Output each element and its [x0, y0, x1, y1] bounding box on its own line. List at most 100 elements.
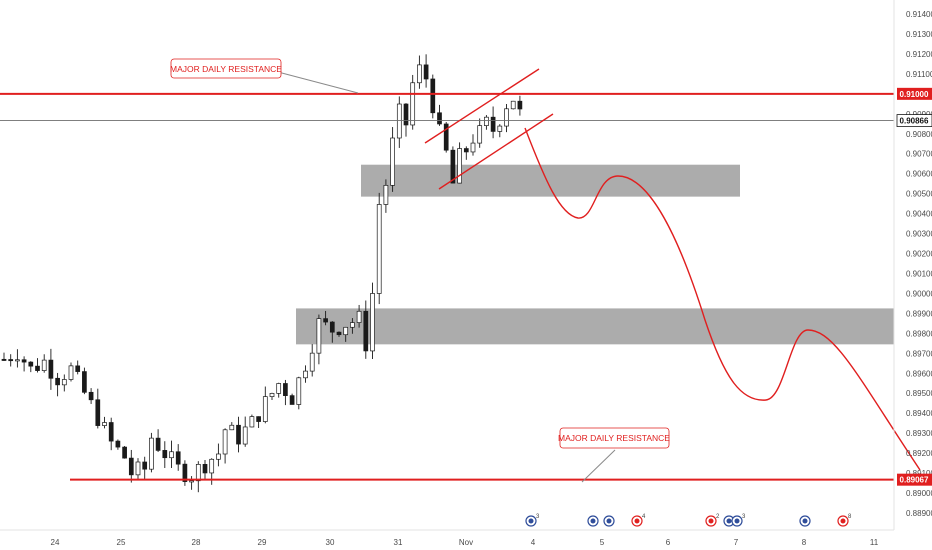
candle-body [437, 112, 442, 125]
candle-body [195, 464, 201, 482]
callout-pointer [277, 71, 359, 94]
candle-body [283, 383, 288, 396]
last-price-tag: 0.90866 [896, 114, 932, 127]
channel-upper-line[interactable] [424, 68, 540, 144]
candle-body [423, 64, 429, 80]
event-flag-icon[interactable]: 4 [631, 514, 646, 527]
candle-body [463, 148, 469, 153]
candle-body [262, 396, 268, 422]
event-flag-icon[interactable]: 3 [525, 514, 540, 527]
time-tick-label: 5 [600, 538, 605, 547]
candle-body [35, 365, 40, 371]
candle-body [68, 365, 74, 380]
candle-body [162, 450, 168, 459]
price-zone[interactable] [361, 164, 740, 197]
candle-body [15, 359, 20, 362]
candle-body [41, 359, 47, 371]
resistance-callout-top[interactable]: MAJOR DAILY RESISTANCE [170, 58, 359, 94]
candle-body [82, 371, 87, 393]
candle-body [88, 391, 94, 401]
time-tick-label: 6 [666, 538, 671, 547]
candle-body [115, 440, 121, 448]
candle-body [363, 310, 369, 352]
rising-channel[interactable] [424, 68, 554, 190]
candle-body [303, 370, 308, 379]
candle-body [323, 318, 328, 323]
candle-body [8, 359, 14, 362]
candle-body [249, 416, 255, 428]
candle-body [450, 149, 456, 184]
candle-body [343, 326, 349, 336]
candle-body [209, 458, 215, 474]
candle-body [383, 184, 389, 205]
economic-events[interactable]: 3 4 2 3 8 [525, 514, 852, 527]
time-tick-label: 24 [51, 538, 60, 547]
supply-demand-zones [296, 164, 894, 345]
event-flag-icon[interactable] [603, 515, 615, 527]
candle-body [122, 446, 127, 459]
candle-body [336, 331, 342, 336]
projection-curve[interactable] [524, 127, 921, 471]
channel-lower-line[interactable] [438, 113, 554, 190]
price-tick-label: 0.91100 [906, 70, 932, 79]
time-tick-label: 8 [802, 538, 807, 547]
candle-body [269, 393, 275, 397]
candle-body [370, 293, 375, 352]
candle-body [222, 429, 228, 455]
candle-body [510, 100, 516, 110]
callout-box [559, 427, 670, 449]
candle-body [236, 424, 241, 445]
price-zone[interactable] [296, 308, 894, 345]
candle-body [169, 451, 174, 459]
candle-body [276, 383, 282, 394]
event-count: 3 [536, 514, 540, 520]
event-flag-icon[interactable]: 3 [731, 514, 746, 527]
candle-body [417, 64, 422, 84]
candle-body [484, 116, 489, 126]
time-axis[interactable]: 24 25 28 29 30 31 Nov 4 5 6 7 8 11 [51, 538, 879, 547]
candle-body [309, 352, 315, 372]
candle-body [28, 361, 34, 367]
resistance-price-tag: 0.91000 [897, 87, 932, 100]
candle-body [497, 125, 503, 132]
event-flag-icon[interactable] [799, 515, 811, 527]
time-tick-label: 4 [531, 538, 536, 547]
resistance-callout-bottom[interactable]: MAJOR DAILY RESISTANCE [558, 427, 670, 483]
candle-body [149, 437, 154, 470]
candle-body [329, 321, 335, 333]
candle-body [356, 310, 362, 323]
time-tick-label: 25 [117, 538, 126, 547]
candle-body [1, 358, 7, 361]
event-flag-icon[interactable]: 2 [705, 514, 720, 527]
event-flag-icon[interactable] [587, 515, 599, 527]
event-flag-icon[interactable]: 8 [837, 514, 852, 527]
candle-body [457, 148, 462, 184]
candle-body [202, 464, 208, 474]
candle-body [477, 125, 483, 144]
candle-body [189, 480, 194, 483]
candle-body [95, 399, 101, 426]
candle-body [403, 103, 409, 126]
time-tick-label: 7 [734, 538, 739, 547]
candle-body [470, 142, 476, 153]
candle-body [61, 379, 67, 386]
